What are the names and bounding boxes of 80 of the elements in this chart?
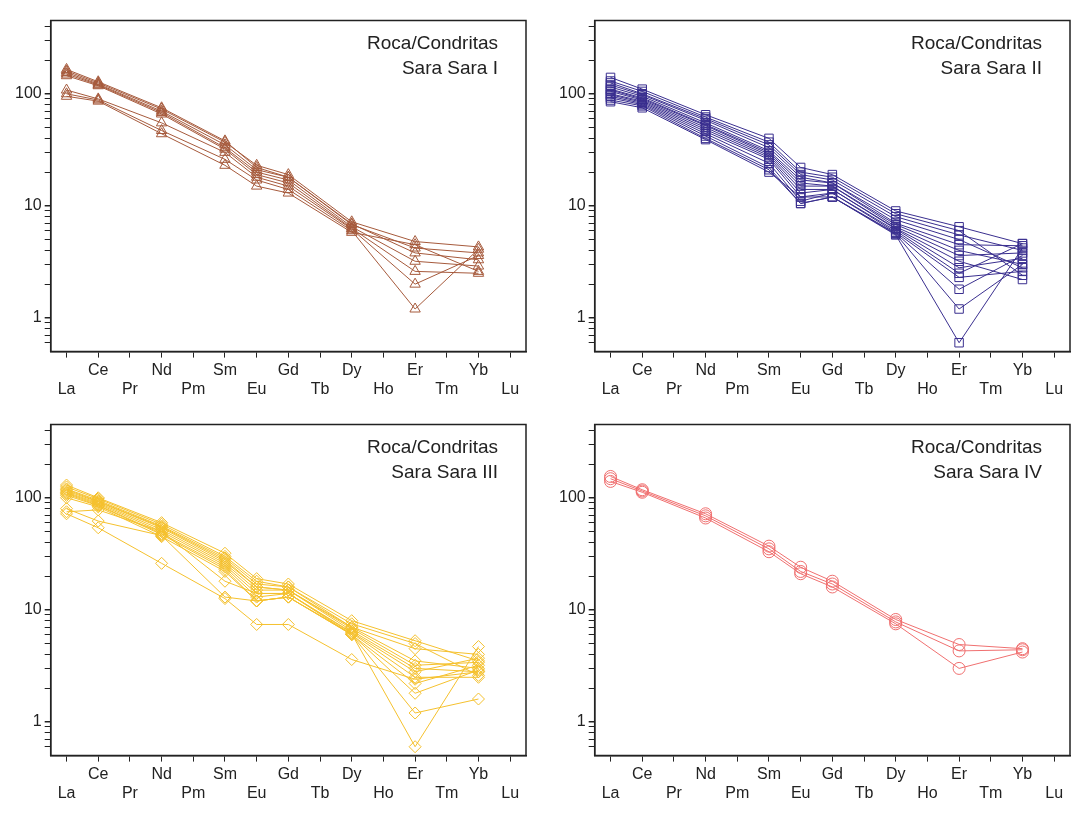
x-tick-label: Sm xyxy=(756,360,781,378)
y-tick-label: 10 xyxy=(23,600,42,618)
x-tick-label: Ce xyxy=(632,360,653,378)
x-tick-label: Ho xyxy=(373,783,394,801)
x-tick-label: Pm xyxy=(181,379,206,397)
x-tick-label: Lu xyxy=(1045,379,1064,397)
x-tick-label: Ce xyxy=(88,360,109,378)
x-tick-label: Lu xyxy=(501,783,520,801)
y-tick-label: 100 xyxy=(558,488,586,506)
x-tick-label: Er xyxy=(407,764,424,782)
x-tick-label: Yb xyxy=(468,360,489,378)
x-tick-label: Gd xyxy=(821,360,844,378)
x-tick-label: Tm xyxy=(435,783,459,801)
x-tick-label: Pm xyxy=(181,783,206,801)
annotation: Sara Sara IV xyxy=(933,461,1043,483)
x-tick-label: La xyxy=(57,379,76,397)
y-tick-label: 100 xyxy=(14,84,42,102)
x-tick-label: Nd xyxy=(695,764,716,782)
x-tick-label: Dy xyxy=(885,360,906,378)
annotation: Roca/Condritas xyxy=(367,32,498,54)
x-tick-label: Er xyxy=(951,360,968,378)
x-tick-label: La xyxy=(57,783,76,801)
x-tick-label: Gd xyxy=(277,764,300,782)
y-tick-label: 1 xyxy=(576,712,586,730)
x-tick-label: Gd xyxy=(277,360,300,378)
x-tick-label: Nd xyxy=(151,764,172,782)
annotation: Sara Sara III xyxy=(391,461,498,483)
x-tick-label: Ho xyxy=(917,379,938,397)
x-tick-label: Pr xyxy=(121,379,139,397)
x-tick-label: Sm xyxy=(212,764,237,782)
x-tick-label: Lu xyxy=(1045,783,1064,801)
x-tick-label: Eu xyxy=(246,379,267,397)
x-tick-label: Tm xyxy=(979,379,1003,397)
y-tick-label: 10 xyxy=(567,600,586,618)
annotation: Sara Sara I xyxy=(401,57,498,79)
x-tick-label: Ce xyxy=(88,764,109,782)
x-tick-label: Pr xyxy=(665,783,683,801)
x-tick-label: Yb xyxy=(1012,360,1033,378)
y-tick-label: 100 xyxy=(558,84,586,102)
annotation: Roca/Condritas xyxy=(911,32,1042,54)
y-tick-label: 1 xyxy=(32,308,42,326)
x-tick-label: Sm xyxy=(212,360,237,378)
x-tick-label: Yb xyxy=(468,764,489,782)
x-tick-label: Er xyxy=(407,360,424,378)
x-tick-label: Er xyxy=(951,764,968,782)
y-tick-label: 1 xyxy=(32,712,42,730)
annotation: Roca/Condritas xyxy=(367,436,498,458)
x-tick-label: Pr xyxy=(665,379,683,397)
x-tick-label: Dy xyxy=(885,764,906,782)
x-tick-label: Nd xyxy=(695,360,716,378)
y-tick-label: 100 xyxy=(14,488,42,506)
x-tick-label: Dy xyxy=(341,764,362,782)
x-tick-label: Tm xyxy=(979,783,1003,801)
annotation: Roca/Condritas xyxy=(911,436,1042,458)
x-tick-label: Gd xyxy=(821,764,844,782)
x-tick-label: Nd xyxy=(151,360,172,378)
annotation: Sara Sara II xyxy=(940,57,1042,79)
x-tick-label: Pr xyxy=(121,783,139,801)
x-tick-label: Eu xyxy=(790,379,811,397)
x-tick-label: Eu xyxy=(246,783,267,801)
x-tick-label: La xyxy=(601,783,620,801)
x-tick-label: Tb xyxy=(854,783,874,801)
x-tick-label: Pm xyxy=(725,379,750,397)
x-tick-label: La xyxy=(601,379,620,397)
x-tick-label: Tb xyxy=(854,379,874,397)
y-tick-label: 1 xyxy=(576,308,586,326)
x-tick-label: Pm xyxy=(725,783,750,801)
x-tick-label: Tb xyxy=(310,379,330,397)
x-tick-label: Ce xyxy=(632,764,653,782)
x-tick-label: Ho xyxy=(373,379,394,397)
x-tick-label: Yb xyxy=(1012,764,1033,782)
x-tick-label: Tb xyxy=(310,783,330,801)
y-tick-label: 10 xyxy=(567,196,586,214)
x-tick-label: Eu xyxy=(790,783,811,801)
y-tick-label: 10 xyxy=(23,196,42,214)
x-tick-label: Tm xyxy=(435,379,459,397)
x-tick-label: Ho xyxy=(917,783,938,801)
x-tick-label: Sm xyxy=(756,764,781,782)
x-tick-label: Lu xyxy=(501,379,520,397)
x-tick-label: Dy xyxy=(341,360,362,378)
